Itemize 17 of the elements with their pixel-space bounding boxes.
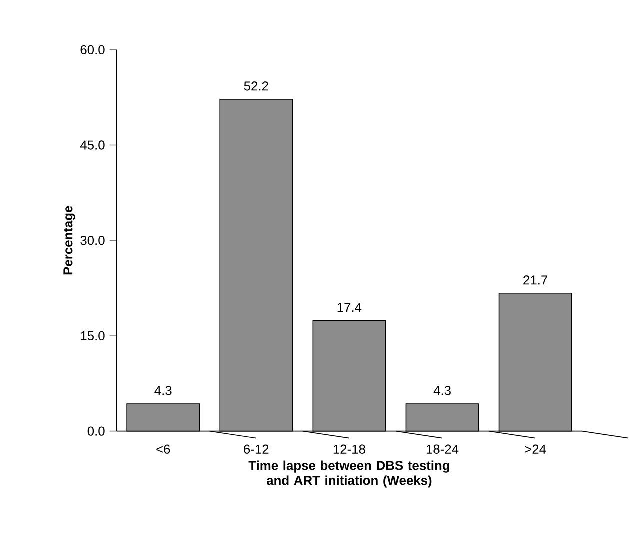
x-axis-title: Time lapse between DBS testing and ART initiation (Weeks) — [248, 460, 450, 488]
y-tick-label: 60.0 — [80, 45, 105, 54]
x-tick-label: 6-12 — [244, 444, 269, 454]
x-tick-label: <6 — [156, 444, 170, 454]
y-tick-label: 15.0 — [81, 331, 105, 340]
x-tick-label: 12-18 — [334, 444, 366, 454]
data-label: 4.3 — [434, 386, 451, 396]
data-label: 17.4 — [338, 303, 362, 312]
y-axis-title: Percentage — [64, 206, 76, 275]
data-label: 21.7 — [524, 276, 548, 285]
y-tick-label: 45.0 — [80, 140, 105, 150]
data-label: 4.3 — [154, 386, 172, 396]
y-tick-label: 0.0 — [88, 426, 105, 436]
y-tick-label: 30.0 — [80, 236, 105, 246]
x-tick-label: 18-24 — [426, 444, 459, 454]
data-label: 52.2 — [244, 82, 268, 91]
x-tick-label: >24 — [525, 444, 546, 454]
